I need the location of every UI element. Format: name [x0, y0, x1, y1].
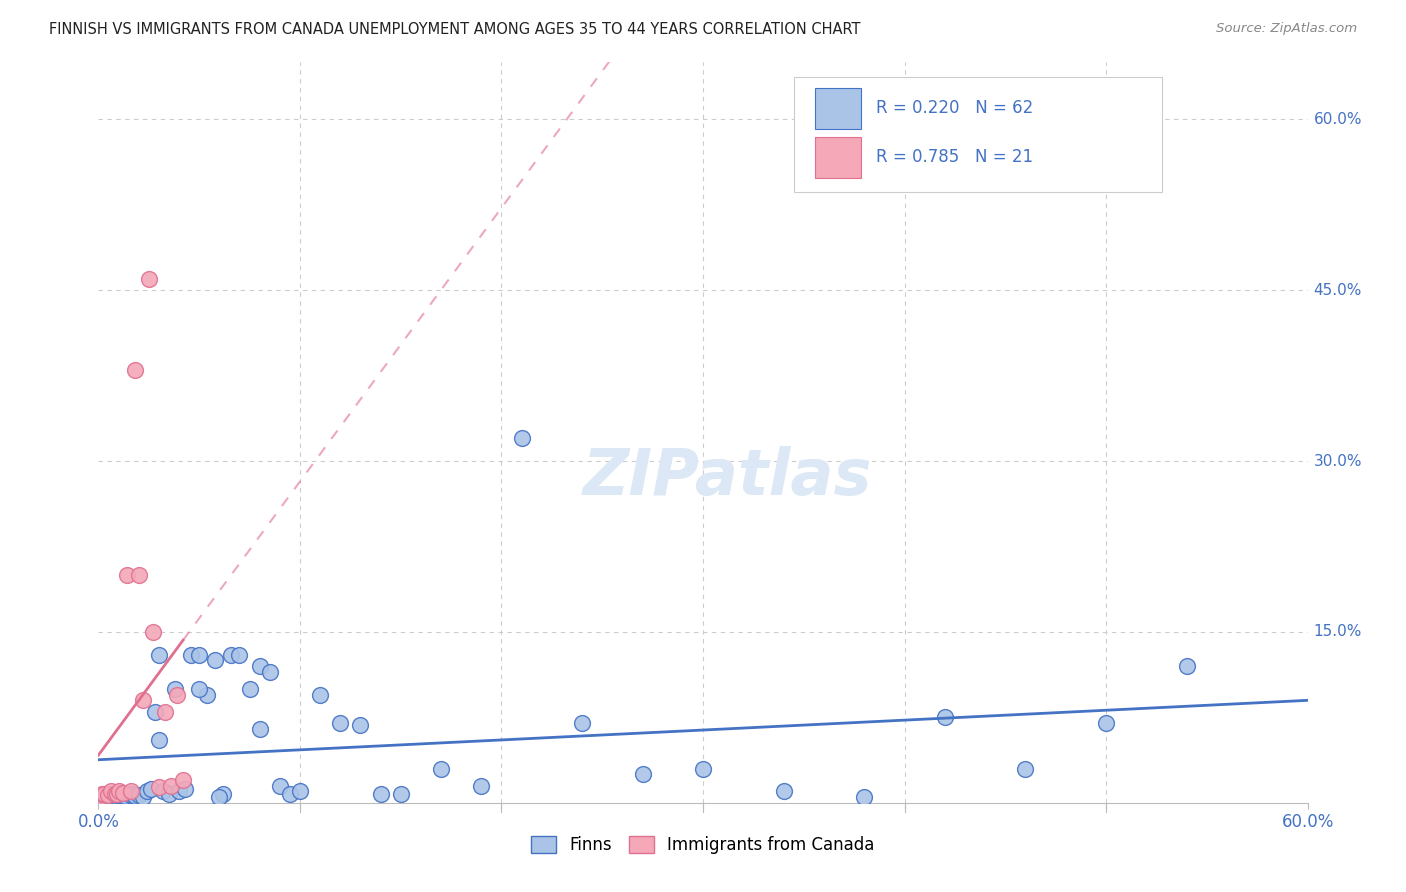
Point	[1095, 716, 1118, 731]
Point	[110, 786, 132, 800]
Point	[934, 710, 956, 724]
Point	[97, 788, 120, 802]
Point	[128, 788, 150, 802]
Point	[1175, 659, 1198, 673]
Point	[309, 688, 332, 702]
Point	[510, 431, 533, 445]
Point	[148, 733, 170, 747]
Point	[329, 716, 352, 731]
Point	[96, 787, 118, 801]
Text: R = 0.785   N = 21: R = 0.785 N = 21	[876, 148, 1033, 166]
Point	[228, 648, 250, 662]
Point	[430, 762, 453, 776]
Point	[128, 568, 150, 582]
Point	[172, 772, 194, 787]
Point	[143, 705, 166, 719]
Point	[100, 787, 122, 801]
Point	[772, 784, 794, 798]
Point	[278, 787, 301, 801]
Point	[101, 788, 124, 802]
Point	[139, 782, 162, 797]
Point	[120, 784, 142, 798]
Point	[89, 790, 111, 805]
Text: 15.0%: 15.0%	[1313, 624, 1362, 640]
Text: Source: ZipAtlas.com: Source: ZipAtlas.com	[1216, 22, 1357, 36]
Point	[692, 762, 714, 776]
Point	[174, 782, 197, 797]
Point	[470, 779, 492, 793]
Point	[249, 659, 271, 673]
Point	[389, 787, 412, 801]
Point	[132, 790, 155, 805]
Legend: Finns, Immigrants from Canada: Finns, Immigrants from Canada	[524, 830, 882, 861]
Text: 30.0%: 30.0%	[1313, 454, 1362, 468]
Point	[239, 681, 262, 696]
Point	[152, 784, 174, 798]
Point	[370, 787, 392, 801]
Point	[166, 688, 188, 702]
Point	[142, 624, 165, 639]
Point	[195, 688, 218, 702]
Point	[124, 789, 146, 803]
Point	[111, 786, 134, 800]
Bar	[815, 88, 862, 128]
Point	[120, 788, 142, 802]
Point	[157, 787, 180, 801]
Point	[100, 784, 122, 798]
Point	[105, 787, 128, 801]
Point	[97, 789, 120, 803]
Point	[208, 790, 231, 805]
Text: R = 0.220   N = 62: R = 0.220 N = 62	[876, 99, 1033, 118]
Point	[288, 784, 311, 798]
Point	[118, 787, 141, 801]
Point	[93, 787, 115, 801]
Text: 60.0%: 60.0%	[1313, 112, 1362, 127]
Point	[259, 665, 281, 679]
Bar	[815, 136, 862, 178]
Point	[103, 787, 125, 801]
Point	[148, 648, 170, 662]
Point	[132, 693, 155, 707]
Point	[269, 779, 291, 793]
Point	[135, 784, 157, 798]
Point	[631, 767, 654, 781]
Point	[153, 705, 176, 719]
Point	[204, 653, 226, 667]
Point	[107, 784, 129, 798]
Point	[93, 788, 115, 802]
Point	[249, 722, 271, 736]
Point	[188, 648, 211, 662]
Point	[124, 363, 146, 377]
Point	[167, 784, 190, 798]
Text: 45.0%: 45.0%	[1313, 283, 1362, 298]
Point	[160, 779, 183, 793]
Point	[91, 787, 114, 801]
Point	[1014, 762, 1036, 776]
Text: ZIPatlas: ZIPatlas	[582, 446, 872, 508]
Point	[163, 681, 186, 696]
Point	[114, 789, 136, 803]
Point	[180, 648, 202, 662]
Point	[89, 790, 111, 805]
Point	[91, 789, 114, 803]
Point	[349, 718, 371, 732]
Point	[105, 788, 128, 802]
Point	[212, 787, 235, 801]
Point	[853, 790, 876, 805]
Point	[221, 648, 243, 662]
Text: FINNISH VS IMMIGRANTS FROM CANADA UNEMPLOYMENT AMONG AGES 35 TO 44 YEARS CORRELA: FINNISH VS IMMIGRANTS FROM CANADA UNEMPL…	[49, 22, 860, 37]
Point	[188, 681, 211, 696]
Point	[138, 272, 160, 286]
Point	[571, 716, 593, 731]
Point	[111, 788, 134, 802]
Point	[115, 568, 138, 582]
Point	[121, 787, 143, 801]
Point	[148, 780, 170, 794]
FancyBboxPatch shape	[793, 78, 1163, 192]
Point	[103, 789, 125, 803]
Point	[107, 787, 129, 801]
